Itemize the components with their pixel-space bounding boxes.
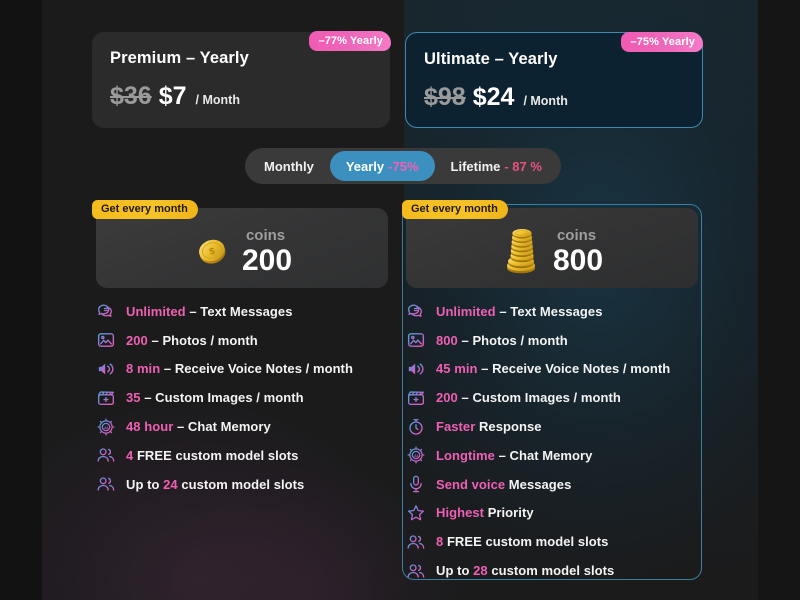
feature-label: Up to 24 custom model slots (126, 476, 305, 492)
feature-row: 200 – Photos / month (96, 326, 396, 355)
ai-brain-icon (96, 417, 116, 437)
toggle-option-lifetime[interactable]: Lifetime - 87 % (435, 151, 558, 181)
feature-label: Longtime – Chat Memory (436, 447, 593, 463)
price-current-ultimate: $24 (472, 83, 515, 111)
single-coin-icon: $ (192, 230, 232, 275)
price-original-premium: $36 (110, 82, 152, 110)
feature-label: Unlimited – Text Messages (126, 303, 293, 319)
monthly-coins-badge-premium: Get every month (92, 200, 198, 219)
left-gutter (0, 0, 42, 600)
coins-inner-ultimate: coins 800 (406, 208, 698, 288)
users-icon (406, 561, 426, 581)
feature-row: Up to 28 custom model slots (406, 556, 706, 585)
discount-badge-premium: –77% Yearly (309, 31, 391, 51)
toggle-discount-lifetime: - 87 % (504, 158, 542, 174)
users-icon (96, 474, 116, 494)
price-original-ultimate: $98 (424, 83, 466, 111)
feature-label: 200 – Custom Images / month (436, 390, 621, 406)
users-icon (406, 532, 426, 552)
feature-row: Up to 24 custom model slots (96, 470, 396, 499)
speaker-icon (96, 359, 116, 379)
toggle-label-lifetime: Lifetime (450, 158, 501, 174)
feature-row: 8 min – Receive Voice Notes / month (96, 355, 396, 384)
feature-row: 800 – Photos / month (406, 326, 706, 355)
billing-period-toggle[interactable]: Monthly Yearly -75% Lifetime - 87 % (245, 148, 561, 184)
svg-text:$: $ (208, 245, 217, 257)
feature-label: Send voice Messages (436, 476, 572, 492)
price-current-premium: $7 (158, 82, 187, 110)
feature-row: Longtime – Chat Memory (406, 441, 706, 470)
feature-label: 8 FREE custom model slots (436, 534, 609, 550)
monthly-coins-badge-ultimate: Get every month (402, 200, 508, 219)
feature-label: Unlimited – Text Messages (436, 303, 603, 319)
clapper-icon (406, 388, 426, 408)
coins-card-ultimate: Get every month (402, 200, 698, 288)
coins-textblock-premium: coins 200 (242, 228, 292, 276)
toggle-option-yearly[interactable]: Yearly -75% (329, 151, 435, 181)
ai-brain-icon (406, 445, 426, 465)
photo-icon (96, 330, 116, 350)
coins-label-premium: coins (245, 226, 286, 244)
feature-label: 35 – Custom Images / month (126, 390, 304, 406)
photo-icon (406, 330, 426, 350)
chat-bubble-icon (406, 301, 426, 321)
clapper-icon (96, 388, 116, 408)
feature-row: Send voice Messages (406, 470, 706, 499)
price-row-ultimate: $98 $24 / Month (424, 83, 568, 112)
plan-card-premium[interactable]: Premium – Yearly $36 $7 / Month –77% Yea… (92, 31, 391, 128)
feature-label: 45 min – Receive Voice Notes / month (436, 361, 671, 377)
coins-label-ultimate: coins (556, 226, 597, 244)
coins-amount-ultimate: 800 (552, 243, 604, 277)
toggle-label-monthly: Monthly (264, 158, 314, 174)
right-gutter (758, 0, 800, 600)
coin-stack-icon (501, 224, 543, 281)
stopwatch-icon (406, 417, 426, 437)
price-row-premium: $36 $7 / Month (110, 82, 240, 111)
price-period-premium: / Month (195, 93, 240, 107)
feature-label: 4 FREE custom model slots (126, 447, 299, 463)
toggle-option-monthly[interactable]: Monthly (248, 151, 330, 181)
feature-row: Unlimited – Text Messages (406, 297, 706, 326)
feature-label: 8 min – Receive Voice Notes / month (126, 361, 353, 377)
feature-label: 800 – Photos / month (436, 332, 568, 348)
coins-amount-premium: 200 (241, 243, 293, 277)
feature-row: Unlimited – Text Messages (96, 297, 396, 326)
users-icon (96, 445, 116, 465)
coins-textblock-ultimate: coins 800 (553, 228, 603, 276)
plan-title-ultimate: Ultimate – Yearly (424, 50, 558, 68)
coins-card-premium: Get every month (92, 200, 388, 288)
feature-row: 8 FREE custom model slots (406, 527, 706, 556)
feature-row: 45 min – Receive Voice Notes / month (406, 355, 706, 384)
feature-row: 200 – Custom Images / month (406, 383, 706, 412)
feature-row: Faster Response (406, 412, 706, 441)
feature-label: Up to 28 custom model slots (436, 563, 615, 579)
discount-badge-ultimate: –75% Yearly (621, 32, 703, 52)
coins-inner-premium: $ coins 200 (96, 208, 388, 288)
feature-list-premium: Unlimited – Text Messages 200 – Photos / … (96, 297, 396, 499)
plan-title-premium: Premium – Yearly (110, 49, 249, 67)
feature-row: 4 FREE custom model slots (96, 441, 396, 470)
speaker-icon (406, 359, 426, 379)
feature-row: Highest Priority (406, 499, 706, 528)
feature-label: 200 – Photos / month (126, 332, 258, 348)
feature-list-ultimate: Unlimited – Text Messages 800 – Photos / … (406, 297, 706, 585)
chat-bubble-icon (96, 301, 116, 321)
price-period-ultimate: / Month (523, 94, 568, 108)
star-icon (406, 503, 426, 523)
microphone-icon (406, 474, 426, 494)
plan-card-ultimate[interactable]: Ultimate – Yearly $98 $24 / Month –75% Y… (405, 32, 703, 128)
toggle-label-yearly: Yearly (345, 158, 385, 174)
feature-row: 35 – Custom Images / month (96, 383, 396, 412)
feature-label: Faster Response (436, 419, 542, 435)
toggle-discount-yearly: -75% (388, 158, 419, 174)
feature-label: Highest Priority (436, 505, 534, 521)
feature-label: 48 hour – Chat Memory (126, 419, 271, 435)
feature-row: 48 hour – Chat Memory (96, 412, 396, 441)
